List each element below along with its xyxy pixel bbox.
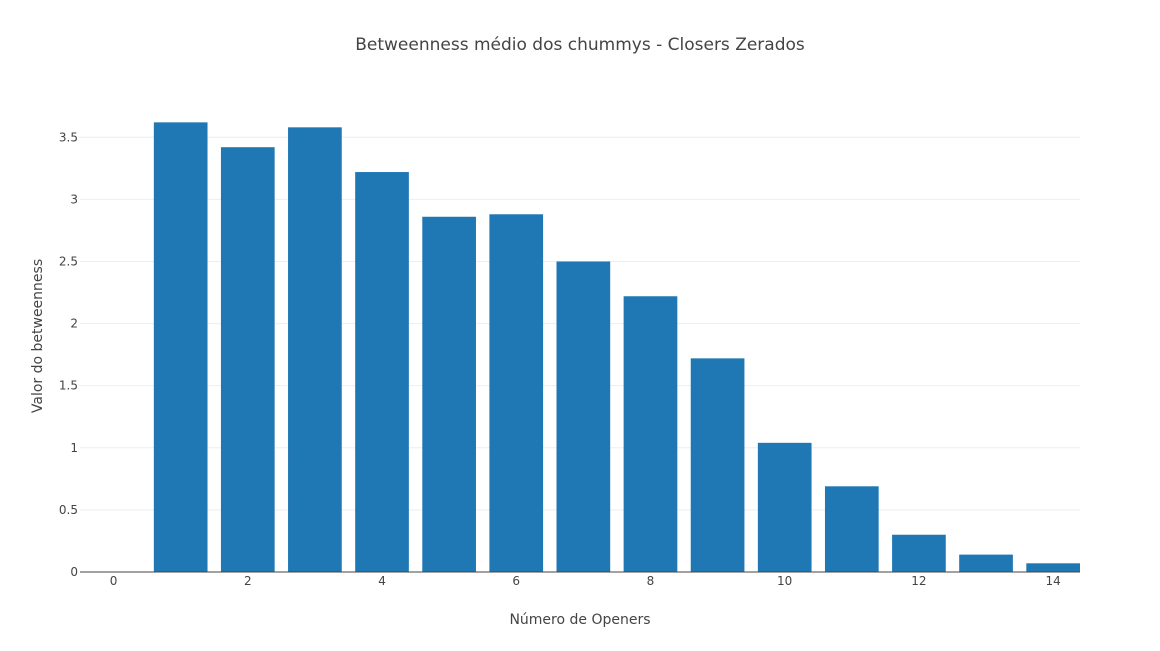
x-tick-label: 8 xyxy=(647,574,655,588)
y-axis-ticks: 0 0.5 1 1.5 2 2.5 3 3.5 xyxy=(59,130,78,579)
y-tick-label: 1 xyxy=(70,441,78,455)
y-tick-label: 0.5 xyxy=(59,503,78,517)
bar xyxy=(959,554,1013,572)
chart-title: Betweenness médio dos chummys - Closers … xyxy=(355,35,805,55)
bar xyxy=(556,261,611,572)
bar xyxy=(623,296,678,572)
x-tick-label: 4 xyxy=(378,574,386,588)
y-tick-label: 2 xyxy=(70,317,78,331)
bar xyxy=(489,214,544,572)
x-tick-label: 10 xyxy=(777,574,792,588)
x-tick-label: 14 xyxy=(1046,574,1061,588)
bar xyxy=(757,442,812,572)
x-axis-title: Número de Openers xyxy=(509,612,650,628)
y-axis-title: Valor do betweenness xyxy=(30,259,46,413)
bar xyxy=(892,534,946,572)
y-tick-label: 2.5 xyxy=(59,254,78,268)
y-tick-label: 1.5 xyxy=(59,379,78,393)
x-axis-ticks: 0 2 4 6 8 10 12 14 xyxy=(110,574,1061,588)
bar xyxy=(288,127,342,572)
bar xyxy=(355,172,409,572)
bar xyxy=(422,216,476,573)
y-tick-label: 3 xyxy=(70,192,78,206)
x-tick-label: 6 xyxy=(512,574,520,588)
bar xyxy=(220,147,275,572)
bar xyxy=(824,486,879,572)
y-tick-label: 0 xyxy=(70,565,78,579)
y-tick-label: 3.5 xyxy=(59,130,78,144)
x-tick-label: 12 xyxy=(911,574,926,588)
bar xyxy=(690,358,745,572)
bar xyxy=(1026,563,1080,572)
bar xyxy=(153,122,208,572)
x-tick-label: 0 xyxy=(110,574,118,588)
bars xyxy=(153,122,1080,573)
x-tick-label: 2 xyxy=(244,574,252,588)
